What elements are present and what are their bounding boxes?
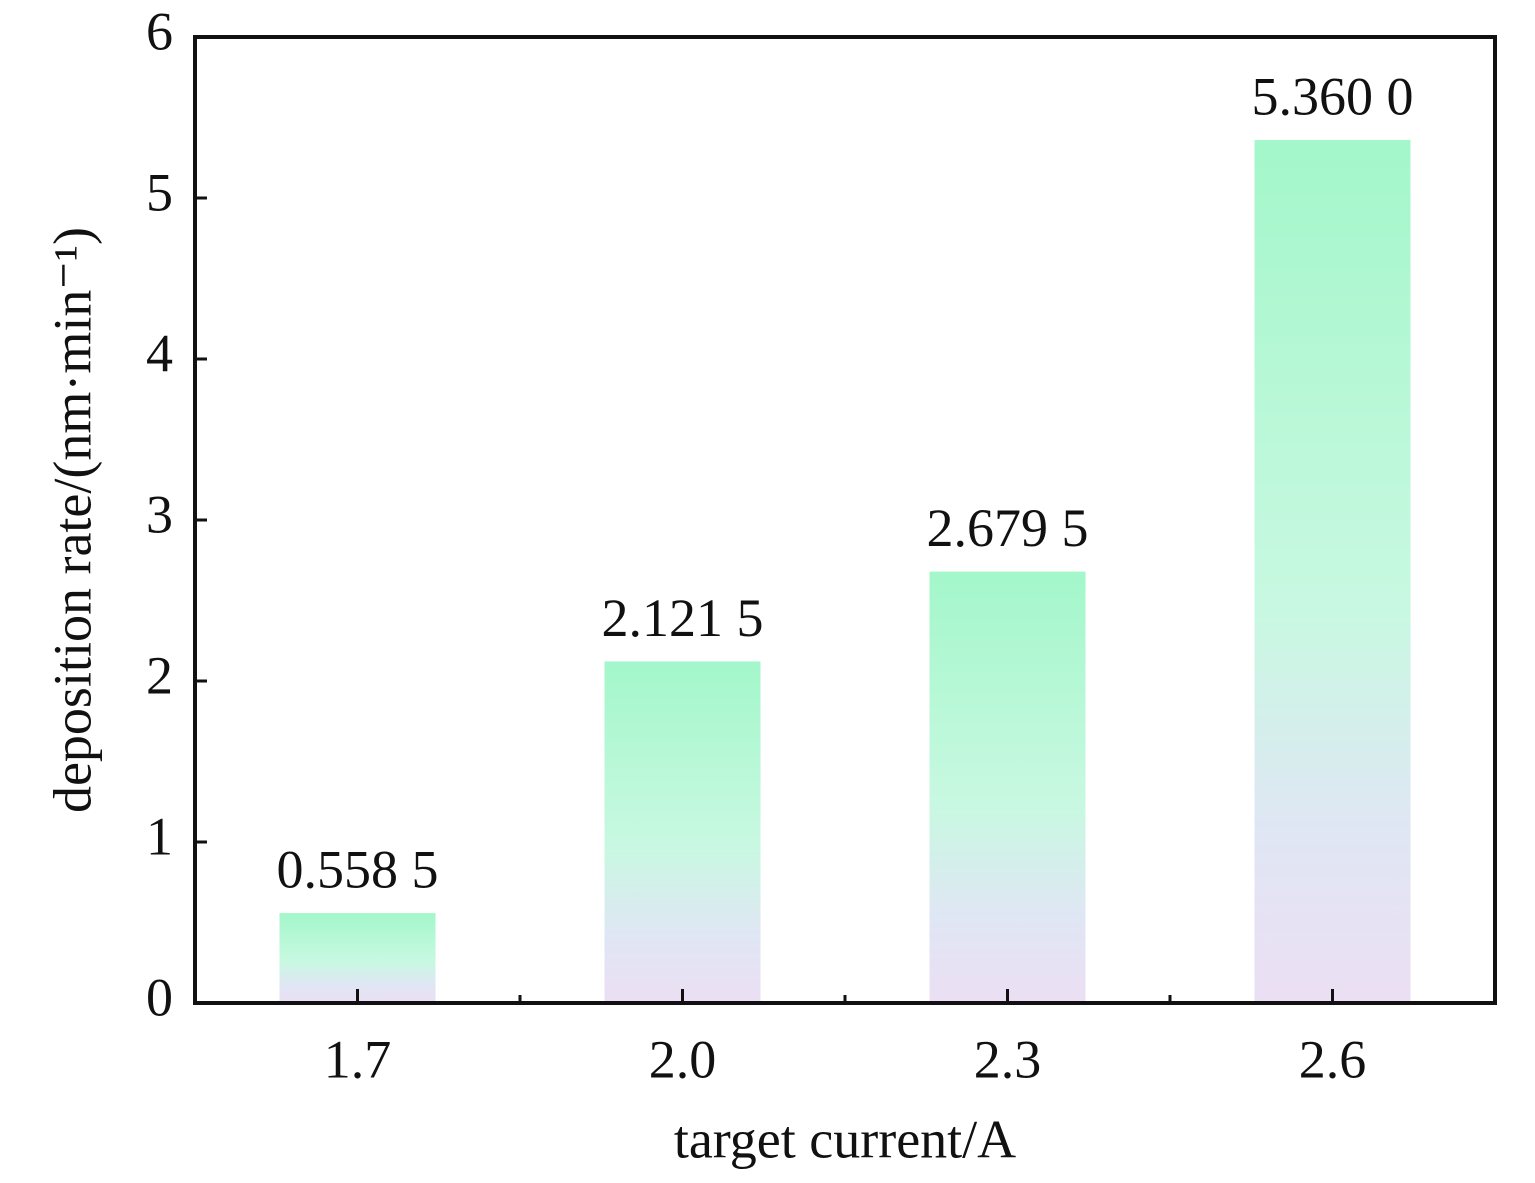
y-axis-title: deposition rate/(nm·min⁻¹) bbox=[42, 227, 102, 813]
x-axis-title: target current/A bbox=[674, 1109, 1016, 1169]
y-tick-label: 1 bbox=[146, 806, 173, 866]
y-tick-label: 6 bbox=[146, 1, 173, 61]
y-tick-label: 2 bbox=[146, 645, 173, 705]
bar bbox=[929, 571, 1086, 1003]
value-label: 5.360 0 bbox=[1252, 66, 1414, 126]
value-label: 2.121 5 bbox=[602, 588, 764, 648]
bar bbox=[279, 913, 436, 1003]
y-tick-label: 0 bbox=[146, 967, 173, 1027]
y-tick-label: 3 bbox=[146, 484, 173, 544]
y-tick-label: 5 bbox=[146, 162, 173, 222]
x-tick-label: 2.6 bbox=[1299, 1029, 1367, 1089]
value-label: 2.679 5 bbox=[927, 498, 1089, 558]
bar bbox=[604, 661, 761, 1003]
y-tick-label: 4 bbox=[146, 323, 173, 383]
x-tick-label: 1.7 bbox=[324, 1029, 392, 1089]
x-tick-label: 2.3 bbox=[974, 1029, 1042, 1089]
bar bbox=[1254, 140, 1411, 1004]
value-label: 0.558 5 bbox=[277, 839, 439, 899]
x-tick-label: 2.0 bbox=[649, 1029, 717, 1089]
